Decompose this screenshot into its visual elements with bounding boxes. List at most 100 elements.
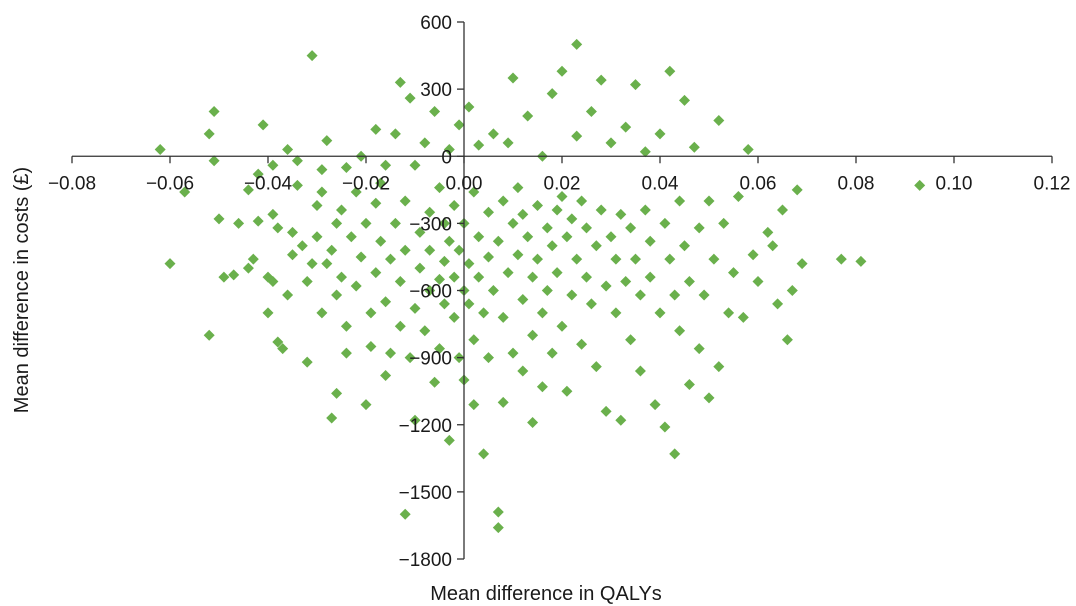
data-point xyxy=(203,329,215,341)
data-point xyxy=(532,199,543,211)
data-point xyxy=(517,365,529,377)
data-point xyxy=(747,249,759,261)
data-point xyxy=(625,334,637,346)
data-point xyxy=(517,293,529,305)
data-point xyxy=(203,128,215,140)
data-point xyxy=(463,101,475,113)
data-point xyxy=(581,271,592,283)
data-point xyxy=(585,298,597,310)
data-point xyxy=(492,235,504,247)
data-point xyxy=(693,222,705,234)
data-point xyxy=(620,276,632,288)
data-point xyxy=(742,144,754,156)
data-point xyxy=(404,352,416,364)
data-point xyxy=(424,206,436,218)
data-point xyxy=(585,106,597,117)
data-point xyxy=(311,199,323,211)
data-point xyxy=(316,186,328,198)
data-point xyxy=(703,195,715,207)
data-point xyxy=(399,508,411,520)
data-point xyxy=(394,320,406,332)
data-point xyxy=(683,378,695,390)
data-point xyxy=(331,217,343,229)
data-point xyxy=(541,222,553,234)
data-point xyxy=(208,106,220,117)
x-tick-label: 0.00 xyxy=(446,173,483,194)
data-point xyxy=(752,276,764,288)
data-point xyxy=(434,182,445,194)
data-point xyxy=(306,50,318,62)
data-point xyxy=(772,298,784,310)
data-point xyxy=(664,253,676,265)
data-point xyxy=(507,347,519,359)
data-point xyxy=(213,213,225,225)
x-tick-label: −0.02 xyxy=(342,173,390,194)
data-point xyxy=(414,226,426,238)
data-point xyxy=(625,222,637,234)
data-point xyxy=(399,244,411,256)
data-point xyxy=(370,123,382,135)
data-point xyxy=(767,240,779,252)
data-point xyxy=(669,289,681,301)
data-point xyxy=(571,253,583,265)
data-point xyxy=(370,197,382,209)
data-point xyxy=(394,76,406,88)
data-point xyxy=(316,164,328,176)
data-point xyxy=(448,199,460,211)
data-point xyxy=(492,506,504,518)
data-point xyxy=(321,135,333,147)
data-point xyxy=(306,258,318,270)
data-point xyxy=(473,231,485,243)
y-axis-ticks: 600 300 0 −300 −600 −900 −1200 −1500 −1800 xyxy=(399,13,464,571)
data-point xyxy=(448,271,460,283)
data-point xyxy=(365,340,377,352)
axes: −0.08 −0.06 −0.04 −0.02 0.00 0.02 0.04 0.06 0.08… xyxy=(48,13,1071,571)
data-point xyxy=(654,307,666,319)
data-point xyxy=(659,421,671,433)
data-point xyxy=(380,370,392,382)
x-tick-label: 0.12 xyxy=(1034,173,1071,194)
data-point xyxy=(683,276,695,288)
data-point xyxy=(272,222,284,234)
data-point xyxy=(527,417,539,429)
data-point xyxy=(855,255,867,267)
data-point xyxy=(571,130,583,142)
data-point xyxy=(634,289,646,301)
data-point xyxy=(424,244,436,256)
data-point xyxy=(532,253,543,265)
data-point xyxy=(600,405,612,417)
data-point xyxy=(527,329,539,341)
data-point xyxy=(389,128,401,140)
data-point xyxy=(615,208,627,220)
data-point xyxy=(233,217,245,229)
data-point xyxy=(468,186,480,198)
y-tick-label: −900 xyxy=(409,349,452,370)
data-point xyxy=(590,240,602,252)
data-point xyxy=(497,311,509,323)
data-point xyxy=(679,240,690,252)
data-point xyxy=(262,307,274,319)
data-points xyxy=(154,38,926,534)
data-point xyxy=(331,289,343,301)
data-point xyxy=(483,251,494,263)
data-point xyxy=(252,215,264,227)
data-point xyxy=(698,289,710,301)
data-point xyxy=(536,381,548,393)
data-point xyxy=(522,231,534,243)
data-point xyxy=(296,240,308,252)
data-point xyxy=(331,387,343,399)
data-point xyxy=(674,325,686,337)
data-point xyxy=(688,141,700,153)
data-point xyxy=(605,137,617,149)
data-point xyxy=(664,65,676,77)
data-point xyxy=(429,106,441,117)
data-point xyxy=(639,146,651,158)
data-point xyxy=(654,128,666,140)
data-point xyxy=(257,119,269,131)
data-point xyxy=(546,88,558,100)
data-point xyxy=(497,195,509,207)
data-point xyxy=(634,365,646,377)
data-point xyxy=(443,434,455,446)
data-point xyxy=(336,204,347,216)
